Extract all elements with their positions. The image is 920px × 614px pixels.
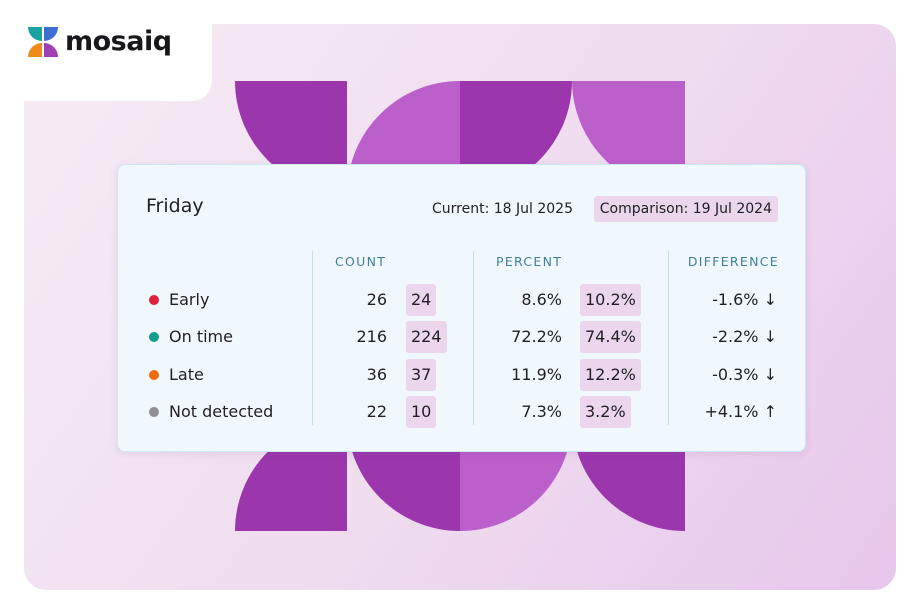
percent-comparison-value: 3.2% [580, 396, 631, 428]
percent-value: 8.6% [521, 290, 562, 309]
count-comparison-value: 10 [406, 396, 437, 428]
count-comparison-value: 24 [406, 284, 437, 316]
logo-tab [24, 24, 212, 101]
comparison-label: Comparison: [599, 201, 689, 217]
card-title: Friday [146, 195, 204, 217]
count-comparison-value: 37 [406, 359, 437, 391]
row-label: Late [169, 365, 204, 384]
table-row: Early 26 24 8.6% 10.2% -1.6% ↓ [118, 284, 805, 316]
difference-column-header: DIFFERENCE [687, 254, 779, 269]
row-label: On time [169, 327, 233, 346]
column-divider [312, 251, 313, 425]
status-dot-not-detected [149, 407, 159, 417]
percent-comparison-value: 10.2% [580, 284, 641, 316]
count-value: 216 [356, 327, 387, 346]
status-dot-early [149, 295, 159, 305]
difference-value: -0.3% ↓ [712, 365, 777, 384]
comparison-date-value: 19 Jul 2024 [692, 201, 772, 217]
status-dot-on-time [149, 332, 159, 342]
mosaiq-logo-icon [28, 27, 58, 57]
table-row: Late 36 37 11.9% 12.2% -0.3% ↓ [118, 359, 805, 391]
difference-value: +4.1% ↑ [704, 402, 777, 421]
percent-value: 72.2% [511, 327, 562, 346]
count-comparison-value: 224 [406, 321, 447, 353]
count-value: 36 [366, 365, 387, 384]
current-label: Current: [431, 201, 490, 217]
table-row: On time 216 224 72.2% 74.4% -2.2% ↓ [118, 321, 805, 353]
status-dot-late [149, 370, 159, 380]
current-date: Current: 18 Jul 2025 [432, 201, 573, 217]
table-row: Not detected 22 10 7.3% 3.2% +4.1% ↑ [118, 396, 805, 428]
percent-value: 7.3% [521, 402, 562, 421]
percent-value: 11.9% [511, 365, 562, 384]
row-label: Early [169, 290, 210, 309]
brand-logo[interactable]: mosaiq [25, 24, 172, 60]
column-divider [473, 251, 474, 425]
current-date-value: 18 Jul 2025 [493, 201, 573, 217]
row-label: Not detected [169, 402, 274, 421]
comparison-card: Friday Current: 18 Jul 2025 Comparison: … [117, 164, 806, 452]
percent-column-header: PERCENT [496, 254, 563, 269]
difference-value: -1.6% ↓ [712, 290, 777, 309]
comparison-date-badge: Comparison: 19 Jul 2024 [593, 196, 778, 222]
difference-value: -2.2% ↓ [712, 327, 777, 346]
percent-comparison-value: 74.4% [580, 321, 641, 353]
count-column-header: COUNT [335, 254, 387, 269]
percent-comparison-value: 12.2% [580, 359, 641, 391]
count-value: 26 [366, 290, 387, 309]
column-divider [668, 251, 669, 425]
brand-name: mosaiq [65, 26, 172, 57]
count-value: 22 [366, 402, 387, 421]
